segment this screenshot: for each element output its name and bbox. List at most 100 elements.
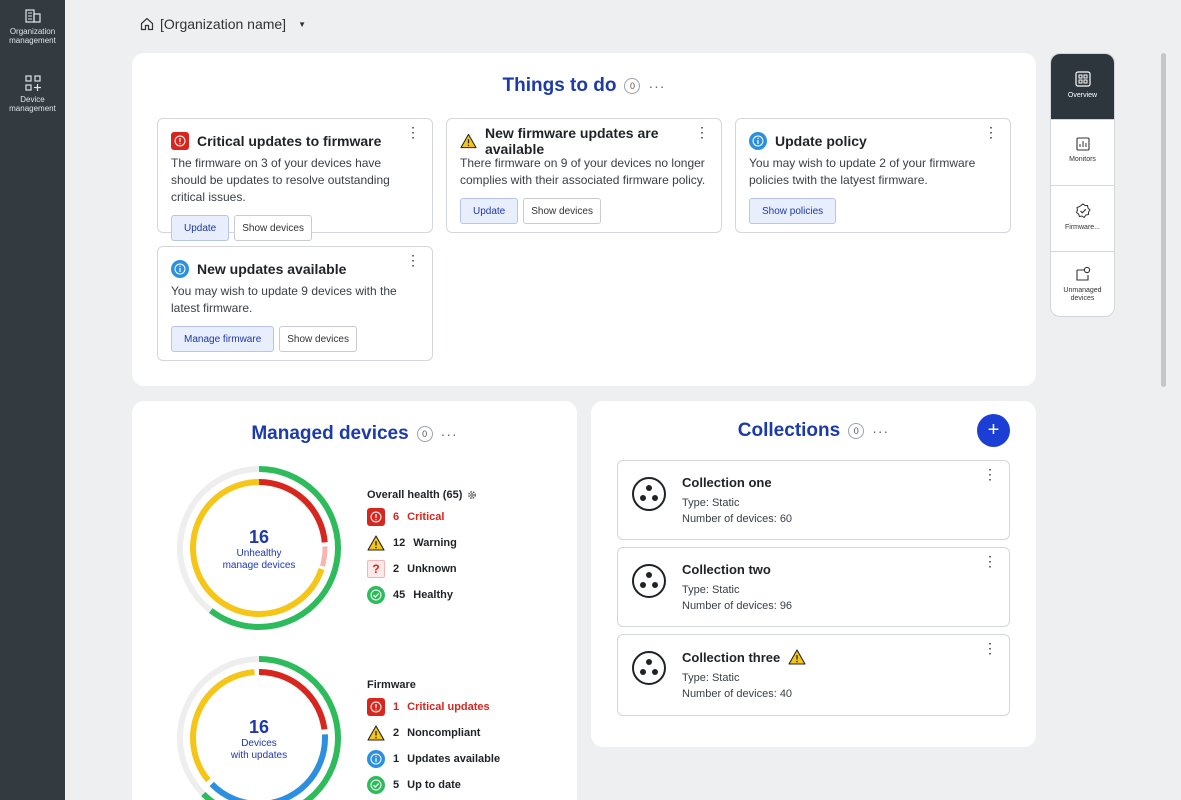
- kebab-menu-icon[interactable]: ⋮: [983, 640, 997, 656]
- legend-count: 5: [393, 779, 400, 791]
- collection-type: Type: Static: [682, 584, 740, 596]
- scrollbar[interactable]: [1161, 53, 1166, 387]
- tab-firmware[interactable]: Firmware...: [1051, 186, 1114, 252]
- card-actions: Manage firmware Show devices: [171, 326, 419, 352]
- managed-count-badge: 0: [416, 426, 433, 442]
- health-center-label: manage devices: [222, 560, 296, 571]
- collection-name-text: Collection three: [682, 649, 781, 665]
- legend-label: Warning: [413, 537, 457, 549]
- todo-count-badge: 0: [624, 78, 641, 94]
- warning-icon: [460, 133, 477, 149]
- info-icon: [749, 132, 767, 150]
- show-devices-button[interactable]: Show devices: [523, 198, 601, 224]
- todo-title: Things to do: [502, 75, 617, 96]
- collections-panel: Collections 0 ··· + Collection one Type:…: [591, 401, 1036, 747]
- kebab-menu-icon[interactable]: ⋮: [983, 553, 997, 569]
- kebab-menu-icon[interactable]: ⋮: [983, 466, 997, 482]
- health-center-label: Unhealthy: [236, 548, 282, 559]
- firmware-donut-center: 16 Devices with updates: [199, 717, 319, 762]
- collection-type: Type: Static: [682, 497, 740, 509]
- legend-label: Noncompliant: [407, 727, 481, 739]
- card-actions: Update Show devices: [460, 198, 708, 224]
- health-inner-ring-warning: [190, 479, 328, 617]
- card-actions: Update Show devices: [171, 215, 419, 241]
- legend-count: 6: [393, 511, 400, 523]
- collections-count-badge: 0: [848, 423, 865, 439]
- card-title: New firmware updates are available: [484, 125, 659, 157]
- managed-title: Managed devices: [251, 423, 409, 444]
- warning-icon: [788, 649, 806, 665]
- legend-count: 1: [393, 701, 400, 713]
- todo-title-row: Things to do 0 ···: [132, 75, 1036, 97]
- card-description: You may wish to update 2 of your firmwar…: [749, 156, 976, 187]
- warning-icon: [367, 535, 385, 551]
- kebab-menu-icon[interactable]: ⋮: [984, 124, 998, 140]
- health-outer-ring-rest: [177, 466, 341, 630]
- legend-label: Healthy: [413, 589, 453, 601]
- side-tabs: Overview Monitors Firmware... Unmanaged …: [1050, 53, 1115, 317]
- manage-firmware-button[interactable]: Manage firmware: [171, 326, 275, 352]
- firmware-donut-chart: [177, 656, 341, 800]
- kebab-menu-icon[interactable]: ⋮: [406, 252, 420, 268]
- collection-device-count: Number of devices: 60: [682, 513, 793, 525]
- healthy-icon: [367, 586, 385, 604]
- legend-label: Critical updates: [407, 701, 490, 713]
- collection-icon: [632, 564, 666, 598]
- kebab-menu-icon[interactable]: ⋮: [695, 124, 709, 140]
- firmware-legend-title: Firmware: [367, 679, 416, 691]
- tab-label: Unmanaged: [1063, 287, 1102, 294]
- tab-unmanaged-devices[interactable]: Unmanaged devices: [1051, 252, 1114, 316]
- gear-icon[interactable]: [467, 490, 477, 500]
- collection-type: Type: Static: [682, 672, 740, 684]
- health-donut-chart: [177, 466, 341, 630]
- card-description: You may wish to update 9 devices with th…: [171, 284, 397, 315]
- collection-device-count: Number of devices: 40: [682, 688, 793, 700]
- nav-label: Organization: [9, 27, 56, 36]
- show-devices-button[interactable]: Show devices: [234, 215, 312, 241]
- tab-label: Monitors: [1069, 156, 1096, 163]
- legend-label: Up to date: [407, 779, 461, 791]
- legend-count: 2: [393, 727, 400, 739]
- todo-more-icon[interactable]: ···: [648, 78, 666, 94]
- org-name: [Organization name]: [160, 16, 287, 32]
- legend-row-critical-updates: 1 Critical updates: [367, 697, 500, 717]
- collection-card[interactable]: Collection one Type: Static Number of de…: [617, 460, 1010, 540]
- kebab-menu-icon[interactable]: ⋮: [406, 124, 420, 140]
- critical-icon: [171, 132, 189, 150]
- card-header: Update policy: [749, 131, 997, 151]
- legend-count: 1: [393, 753, 400, 765]
- card-actions: Show policies: [749, 198, 997, 224]
- show-devices-button[interactable]: Show devices: [279, 326, 357, 352]
- card-header: New firmware updates are available: [460, 125, 708, 157]
- show-policies-button[interactable]: Show policies: [749, 198, 837, 224]
- plus-icon: +: [987, 419, 1000, 441]
- nav-device-management[interactable]: Device management: [0, 66, 65, 132]
- org-switcher[interactable]: [Organization name] ▼: [140, 14, 306, 34]
- firmware-inner-ring-available: [190, 669, 328, 800]
- legend-label: Updates available: [407, 753, 501, 765]
- card-header: New updates available: [171, 259, 419, 279]
- card-title: Update policy: [775, 133, 867, 149]
- info-icon: [367, 750, 385, 768]
- card-title: New updates available: [197, 261, 347, 277]
- card-header: Critical updates to firmware: [171, 131, 419, 151]
- overview-icon: [1074, 71, 1091, 87]
- update-button[interactable]: Update: [171, 215, 230, 241]
- legend-label: Unknown: [407, 563, 457, 575]
- update-button[interactable]: Update: [460, 198, 519, 224]
- tab-overview[interactable]: Overview: [1051, 54, 1114, 120]
- nav-organization-management[interactable]: Organization management: [0, 0, 65, 66]
- legend-row-noncompliant: 2 Noncompliant: [367, 723, 500, 743]
- todo-card-critical-firmware: Critical updates to firmware ⋮ The firmw…: [157, 118, 433, 241]
- warning-icon: [367, 725, 385, 741]
- caret-down-icon: ▼: [298, 19, 306, 29]
- managed-more-icon[interactable]: ···: [440, 426, 458, 442]
- add-collection-button[interactable]: +: [977, 414, 1010, 447]
- collection-card[interactable]: Collection three Type: Static Number of …: [617, 634, 1010, 716]
- collection-name: Collection two: [682, 562, 771, 577]
- health-legend: Overall health (65) 6 Critical 12 Warnin…: [367, 489, 477, 605]
- managed-title-row: Managed devices 0 ···: [132, 423, 577, 445]
- collections-more-icon[interactable]: ···: [872, 423, 890, 439]
- collection-card[interactable]: Collection two Type: Static Number of de…: [617, 547, 1010, 627]
- tab-monitors[interactable]: Monitors: [1051, 120, 1114, 186]
